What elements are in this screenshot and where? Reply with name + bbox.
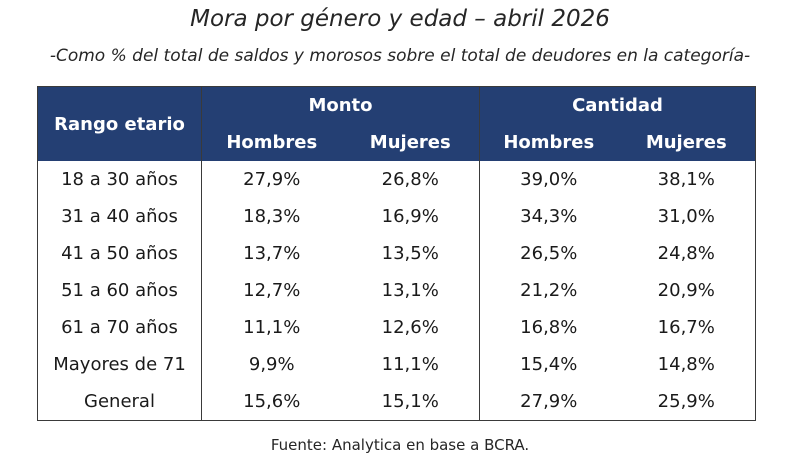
cell-cantidad-hombres: 16,8%	[479, 309, 618, 346]
cell-cantidad-mujeres: 16,7%	[657, 317, 715, 338]
table-row: 31 a 40 años 18,3% 16,9% 34,3% 31,0%	[38, 198, 756, 235]
page-subtitle: -Como % del total de saldos y morosos so…	[49, 46, 751, 66]
cell-monto-mujeres: 15,1%	[381, 391, 439, 412]
row-label: 31 a 40 años	[61, 206, 178, 227]
table-row: 61 a 70 años 11,1% 12,6% 16,8% 16,7%	[38, 309, 756, 346]
row-label: 18 a 30 años	[61, 169, 178, 190]
table-row: 51 a 60 años 12,7% 13,1% 21,2% 20,9%	[38, 272, 756, 309]
cell-monto-hombres: 18,3%	[201, 198, 342, 235]
subheader-monto-hombres: Hombres	[201, 123, 342, 161]
row-header-label: Rango etario	[37, 86, 202, 161]
row-label: General	[84, 391, 155, 412]
cell-monto-hombres: 13,7%	[201, 235, 342, 272]
table-row: Mayores de 71 9,9% 11,1% 15,4% 14,8%	[38, 346, 756, 383]
page-title: Mora por género y edad – abril 2026	[190, 6, 610, 32]
cell-monto-mujeres: 26,8%	[381, 169, 439, 190]
table-row: 18 a 30 años 27,9% 26,8% 39,0% 38,1%	[38, 161, 756, 198]
table-header: Rango etario Monto Cantidad Hombres Muje…	[37, 86, 756, 161]
cell-cantidad-hombres: 39,0%	[479, 161, 618, 198]
cell-cantidad-hombres: 21,2%	[479, 272, 618, 309]
cell-monto-hombres: 9,9%	[201, 346, 342, 383]
cell-monto-mujeres: 11,1%	[381, 354, 439, 375]
cell-monto-mujeres: 13,1%	[381, 280, 439, 301]
cell-cantidad-hombres: 15,4%	[479, 346, 618, 383]
table-body: 18 a 30 años 27,9% 26,8% 39,0% 38,1% 31 …	[38, 161, 756, 421]
row-label: Mayores de 71	[53, 354, 186, 375]
row-label: 61 a 70 años	[61, 317, 178, 338]
cell-cantidad-hombres: 27,9%	[479, 383, 618, 421]
source-note: Fuente: Analytica en base a BCRA.	[270, 436, 530, 454]
cell-cantidad-mujeres: 31,0%	[657, 206, 715, 227]
subheader-cantidad-mujeres: Mujeres	[617, 123, 756, 161]
cell-monto-hombres: 27,9%	[201, 161, 342, 198]
cell-cantidad-hombres: 34,3%	[479, 198, 618, 235]
table-row: General 15,6% 15,1% 27,9% 25,9%	[38, 383, 756, 421]
cell-monto-mujeres: 16,9%	[381, 206, 439, 227]
row-label: 41 a 50 años	[61, 243, 178, 264]
cell-monto-mujeres: 13,5%	[381, 243, 439, 264]
group-header-cantidad: Cantidad	[479, 86, 756, 123]
cell-cantidad-mujeres: 38,1%	[657, 169, 715, 190]
cell-cantidad-mujeres: 24,8%	[657, 243, 715, 264]
cell-cantidad-mujeres: 20,9%	[657, 280, 715, 301]
subheader-cantidad-hombres: Hombres	[479, 123, 618, 161]
row-label: 51 a 60 años	[61, 280, 178, 301]
cell-cantidad-mujeres: 14,8%	[657, 354, 715, 375]
cell-monto-mujeres: 12,6%	[381, 317, 439, 338]
cell-cantidad-hombres: 26,5%	[479, 235, 618, 272]
subheader-monto-mujeres: Mujeres	[341, 123, 480, 161]
cell-cantidad-mujeres: 25,9%	[657, 391, 715, 412]
cell-monto-hombres: 11,1%	[201, 309, 342, 346]
group-header-monto: Monto	[200, 86, 480, 123]
data-table: Rango etario Monto Cantidad Hombres Muje…	[37, 86, 757, 421]
table-row: 41 a 50 años 13,7% 13,5% 26,5% 24,8%	[38, 235, 756, 272]
cell-monto-hombres: 15,6%	[201, 383, 342, 421]
cell-monto-hombres: 12,7%	[201, 272, 342, 309]
